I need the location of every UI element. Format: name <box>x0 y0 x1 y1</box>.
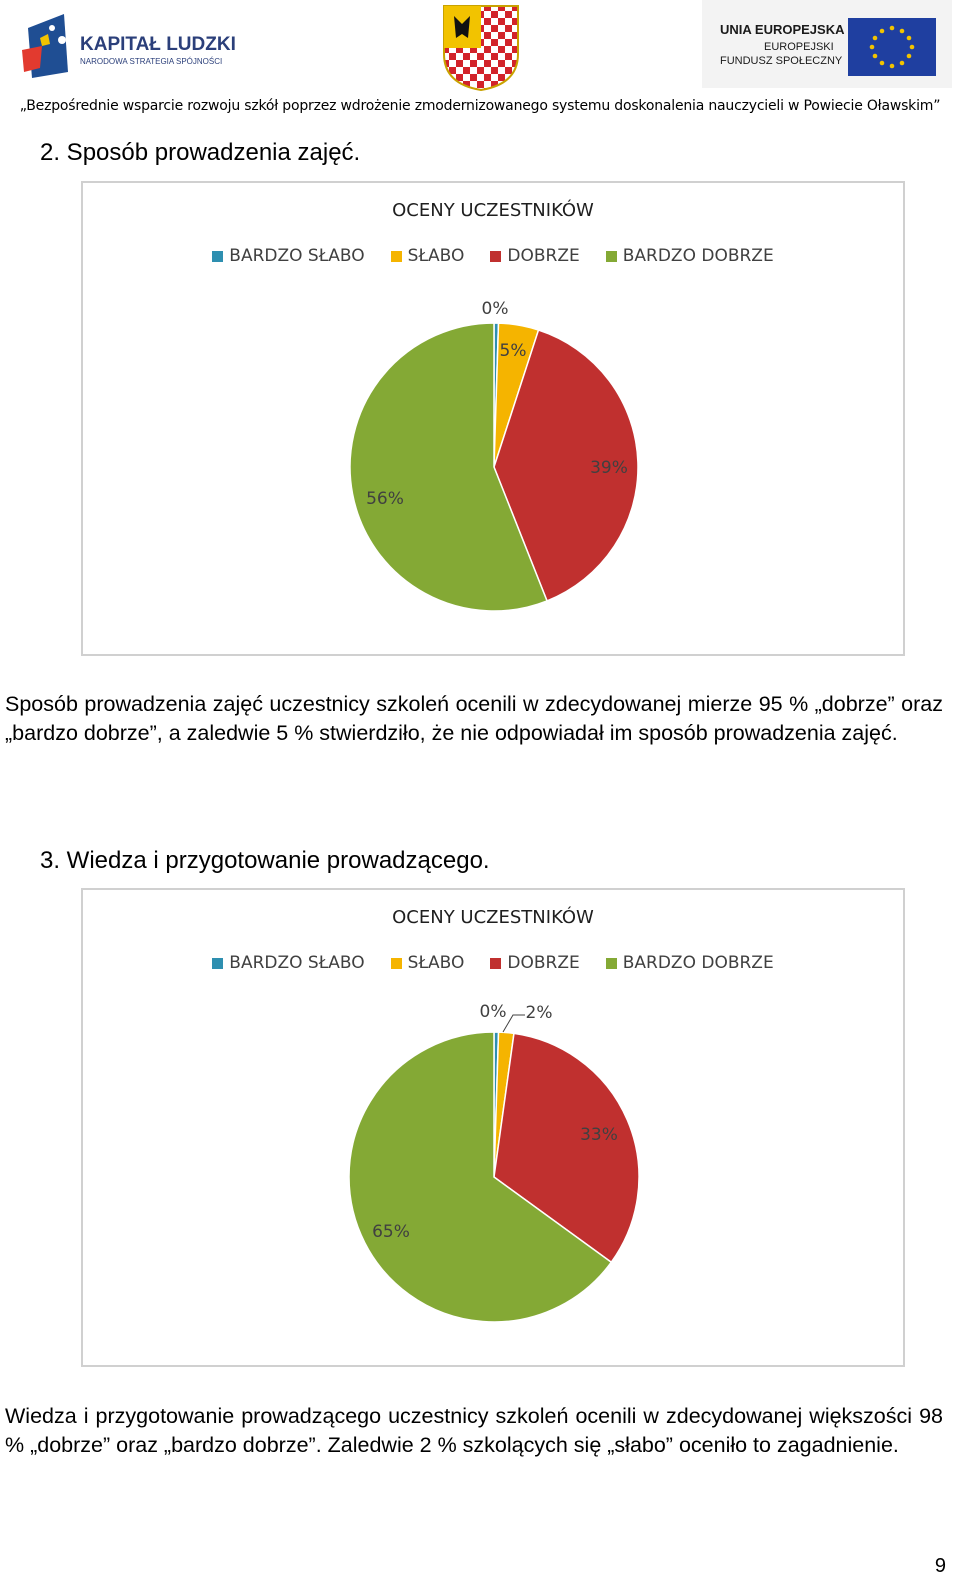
chart-2-pie: 0% 2% 33% 65% <box>348 1002 640 1323</box>
legend-item-slabo: SŁABO <box>390 953 465 973</box>
slice-bardzo-dobrze <box>348 1031 613 1323</box>
pie-data-label: 5% <box>500 341 527 361</box>
legend-item-slabo: SŁABO <box>390 246 465 266</box>
section-2-heading: 2. Sposób prowadzenia zajęć. <box>40 139 361 166</box>
legend-swatch <box>212 957 224 969</box>
pie-data-label: 33% <box>580 1125 618 1145</box>
legend-swatch <box>212 250 224 262</box>
legend-item-bardzo-dobrze: BARDZO DOBRZE <box>605 246 774 266</box>
legend-label: BARDZO SŁABO <box>229 246 365 266</box>
legend-label: BARDZO SŁABO <box>229 953 365 973</box>
legend-swatch <box>605 250 617 262</box>
page-number: 9 <box>934 1555 946 1577</box>
legend-swatch <box>490 957 502 969</box>
pie-data-label: 65% <box>372 1222 410 1242</box>
paragraph-1: Sposób prowadzenia zajęć uczestnicy szko… <box>5 692 943 745</box>
slice-dobrze <box>493 329 639 602</box>
chart-2-frame: OCENY UCZESTNIKÓW BARDZO SŁABO SŁABO DOB… <box>81 888 905 1367</box>
section-3-heading: 3. Wiedza i przygotowanie prowadzącego. <box>40 847 490 874</box>
kapital-ludzki-logo: KAPITAŁ LUDZKI NARODOWA STRATEGIA SPÓJNO… <box>18 10 248 82</box>
eu-social-fund-logo: UNIA EUROPEJSKA EUROPEJSKI FUNDUSZ SPOŁE… <box>702 0 952 88</box>
legend-label: DOBRZE <box>507 953 580 973</box>
svg-text:UNIA EUROPEJSKA: UNIA EUROPEJSKA <box>720 22 845 37</box>
chart-2-legend: BARDZO SŁABO SŁABO DOBRZE BARDZO DOBRZE <box>83 953 903 973</box>
legend-swatch <box>605 957 617 969</box>
slice-dobrze <box>493 1032 640 1264</box>
chart-1-frame: OCENY UCZESTNIKÓW BARDZO SŁABO SŁABO DOB… <box>81 181 905 656</box>
chart-1-title: OCENY UCZESTNIKÓW <box>392 200 594 221</box>
svg-text:FUNDUSZ SPOŁECZNY: FUNDUSZ SPOŁECZNY <box>720 55 843 67</box>
chart-1-legend: BARDZO SŁABO SŁABO DOBRZE BARDZO DOBRZE <box>83 246 903 266</box>
legend-label: SŁABO <box>407 953 465 973</box>
legend-label: SŁABO <box>407 246 465 266</box>
label-leader-line <box>502 1014 525 1033</box>
legend-label: BARDZO DOBRZE <box>622 246 774 266</box>
legend-item-dobrze: DOBRZE <box>490 246 580 266</box>
slice-bardzo-dobrze <box>349 322 548 612</box>
legend-item-bardzo-dobrze: BARDZO DOBRZE <box>605 953 774 973</box>
svg-text:EUROPEJSKI: EUROPEJSKI <box>764 41 834 53</box>
legend-item-bardzo-slabo: BARDZO SŁABO <box>212 246 365 266</box>
pie-data-label: 39% <box>590 458 628 478</box>
paragraph-2: Wiedza i przygotowanie prowadzącego ucze… <box>5 1404 943 1457</box>
chart-1-pie: 0% 5% 39% 56% <box>349 299 639 612</box>
chart-2-title: OCENY UCZESTNIKÓW <box>392 907 594 928</box>
legend-swatch <box>390 957 402 969</box>
pie-data-label: 2% <box>526 1003 553 1023</box>
pie-data-label: 56% <box>366 489 404 509</box>
legend-item-dobrze: DOBRZE <box>490 953 580 973</box>
svg-text:KAPITAŁ LUDZKI: KAPITAŁ LUDZKI <box>80 34 236 55</box>
legend-label: BARDZO DOBRZE <box>622 953 774 973</box>
powiat-crest-logo <box>442 4 520 92</box>
pie-data-label: 0% <box>482 299 509 319</box>
legend-swatch <box>390 250 402 262</box>
project-banner: „Bezpośrednie wsparcie rozwoju szkół pop… <box>19 98 941 114</box>
svg-text:NARODOWA STRATEGIA SPÓJNOŚCI: NARODOWA STRATEGIA SPÓJNOŚCI <box>80 57 222 66</box>
legend-item-bardzo-slabo: BARDZO SŁABO <box>212 953 365 973</box>
pie-data-label: 0% <box>480 1002 507 1022</box>
legend-label: DOBRZE <box>507 246 580 266</box>
legend-swatch <box>490 250 502 262</box>
